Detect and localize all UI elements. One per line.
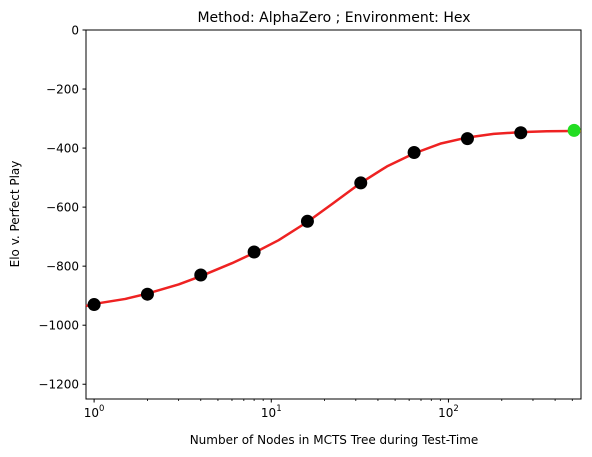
data-point bbox=[460, 132, 474, 146]
chart-title: Method: AlphaZero ; Environment: Hex bbox=[197, 10, 470, 26]
data-point bbox=[247, 245, 261, 259]
y-axis-ticks: 0 −200 −400 −600 −800 −1000 −1200 bbox=[38, 23, 86, 392]
data-points-layer bbox=[87, 123, 581, 312]
data-point bbox=[514, 126, 528, 140]
fit-curve-layer bbox=[85, 129, 581, 308]
data-point bbox=[300, 214, 314, 228]
data-point bbox=[140, 287, 154, 301]
y-axis-label: Elo v. Perfect Play bbox=[8, 161, 22, 268]
x-tick-label: 100 bbox=[84, 404, 105, 420]
plot-area bbox=[85, 29, 582, 400]
x-axis-label: Number of Nodes in MCTS Tree during Test… bbox=[190, 433, 479, 447]
x-tick-label: 101 bbox=[261, 404, 282, 420]
x-tick-base: 10 bbox=[438, 406, 453, 420]
y-tick-label: −1000 bbox=[38, 319, 79, 333]
y-tick-label: −800 bbox=[46, 259, 79, 273]
data-point bbox=[87, 298, 101, 312]
x-axis-ticks: 100 101 102 bbox=[84, 399, 573, 420]
data-point bbox=[407, 146, 421, 160]
x-tick-base: 10 bbox=[261, 406, 276, 420]
data-point bbox=[567, 123, 581, 137]
x-tick-exponent: 0 bbox=[99, 404, 104, 414]
x-tick-exponent: 1 bbox=[276, 404, 281, 414]
y-tick-label: −600 bbox=[46, 200, 79, 214]
y-tick-label: −400 bbox=[46, 141, 79, 155]
x-tick-base: 10 bbox=[84, 406, 99, 420]
fit-curve bbox=[85, 129, 581, 308]
x-tick-label: 102 bbox=[438, 404, 459, 420]
y-tick-label: −200 bbox=[46, 82, 79, 96]
x-tick-exponent: 2 bbox=[453, 404, 458, 414]
y-tick-label: 0 bbox=[71, 23, 79, 37]
data-point bbox=[354, 176, 368, 190]
data-point bbox=[194, 268, 208, 282]
plot-frame bbox=[85, 29, 582, 400]
y-tick-label: −1200 bbox=[38, 378, 79, 392]
